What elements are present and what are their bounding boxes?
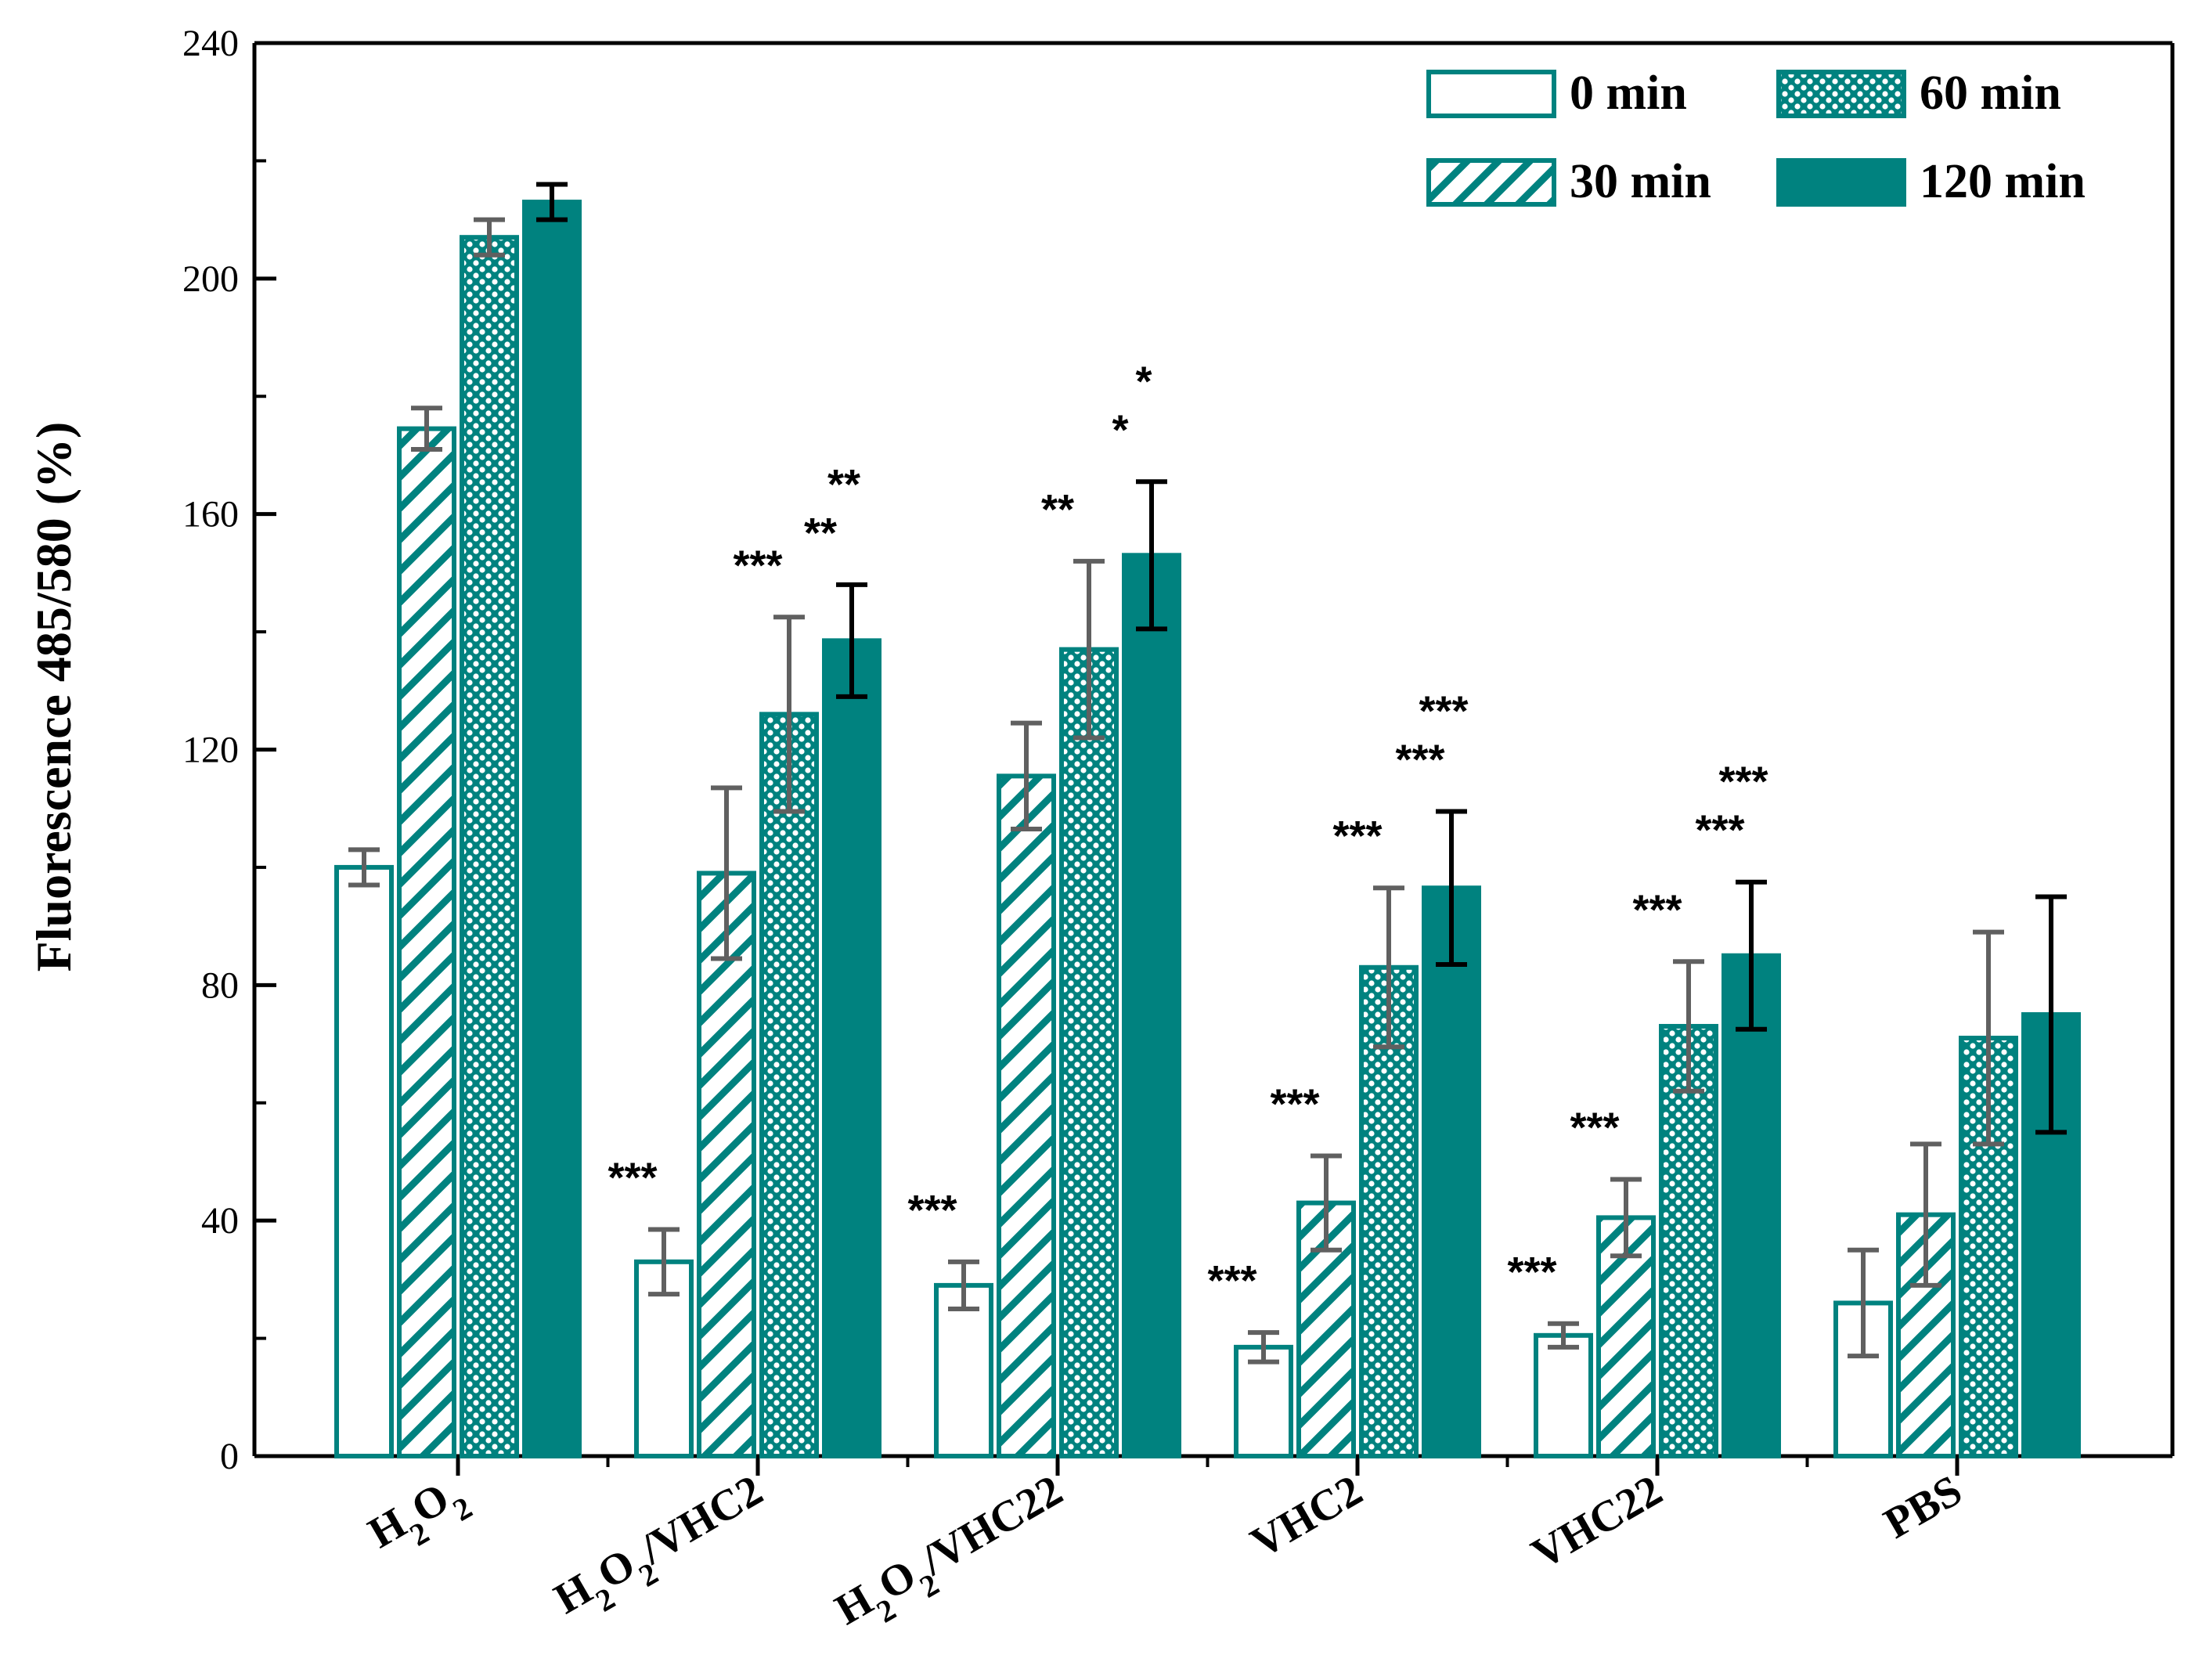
bar-60min [1059,647,1119,1458]
category-label: H2O2/VHC22 [827,1466,1078,1647]
bar-0min [334,864,394,1458]
y-tick-label: 120 [182,730,239,771]
significance-label: *** [607,1154,657,1201]
y-tick-label: 160 [182,494,239,535]
significance-label: *** [1632,886,1682,933]
bar-120min [1122,553,1181,1458]
bar-0min [1534,1332,1593,1458]
significance-label: *** [1570,1105,1619,1152]
significance-label: * [1112,406,1128,453]
legend-label: 60 min [1920,67,2061,120]
category-label: VHC22 [1523,1466,1670,1579]
category-label-part: PBS [1877,1466,1970,1548]
significance-label: ** [804,510,837,557]
legend-label: 120 min [1920,155,2086,208]
plot-area: 04080120160200240H2O2**********H2O2/VHC2… [182,23,2175,1647]
category-label-part: /VHC2 [632,1466,770,1574]
category-label-part: VHC2 [1242,1466,1370,1568]
category-label: PBS [1877,1466,1970,1548]
bar-30min [397,426,456,1458]
category-label: H2O2 [360,1466,478,1570]
legend-swatch-30min [1426,158,1556,207]
y-tick-label: 40 [201,1200,239,1242]
significance-label: *** [733,542,782,589]
legend-swatch-0min [1426,70,1556,118]
significance-label: *** [1207,1257,1256,1304]
bar-120min [522,200,582,1458]
legend: 0 min 30 min 60 min 120 min [1426,67,2086,208]
category-label: VHC2 [1242,1466,1370,1568]
significance-label: ** [827,461,860,508]
category-label: H2O2/VHC2 [546,1466,778,1636]
significance-label: *** [1507,1249,1556,1296]
y-tick-label: 200 [182,258,239,300]
significance-label: ** [1041,486,1074,533]
bar-60min [759,712,819,1458]
bar-120min [1422,885,1481,1459]
y-tick-label: 80 [201,964,239,1006]
legend-swatch-60min [1776,70,1906,118]
bar-0min [1234,1344,1293,1459]
bar-60min [460,235,519,1458]
bar-30min [997,773,1056,1458]
significance-label: *** [1695,807,1744,854]
significance-label: *** [1395,736,1444,783]
significance-label: *** [1270,1080,1319,1127]
category-label-part: VHC22 [1523,1466,1670,1579]
legend-swatch-120min [1776,158,1906,207]
legend-label: 0 min [1570,67,1687,120]
bar-60min [1659,1023,1718,1458]
category-label-part: /VHC22 [913,1466,1071,1585]
significance-label: *** [1419,687,1468,734]
y-tick-label: 240 [182,23,239,64]
legend-label: 30 min [1570,155,1711,208]
significance-label: *** [1718,759,1768,806]
significance-label: * [1135,358,1152,405]
significance-label: *** [907,1187,957,1234]
y-axis-label: Fluorescence 485/580 (%) [26,422,81,972]
significance-label: *** [1332,813,1382,860]
bar-120min [822,638,881,1458]
y-tick-label: 0 [220,1436,239,1477]
